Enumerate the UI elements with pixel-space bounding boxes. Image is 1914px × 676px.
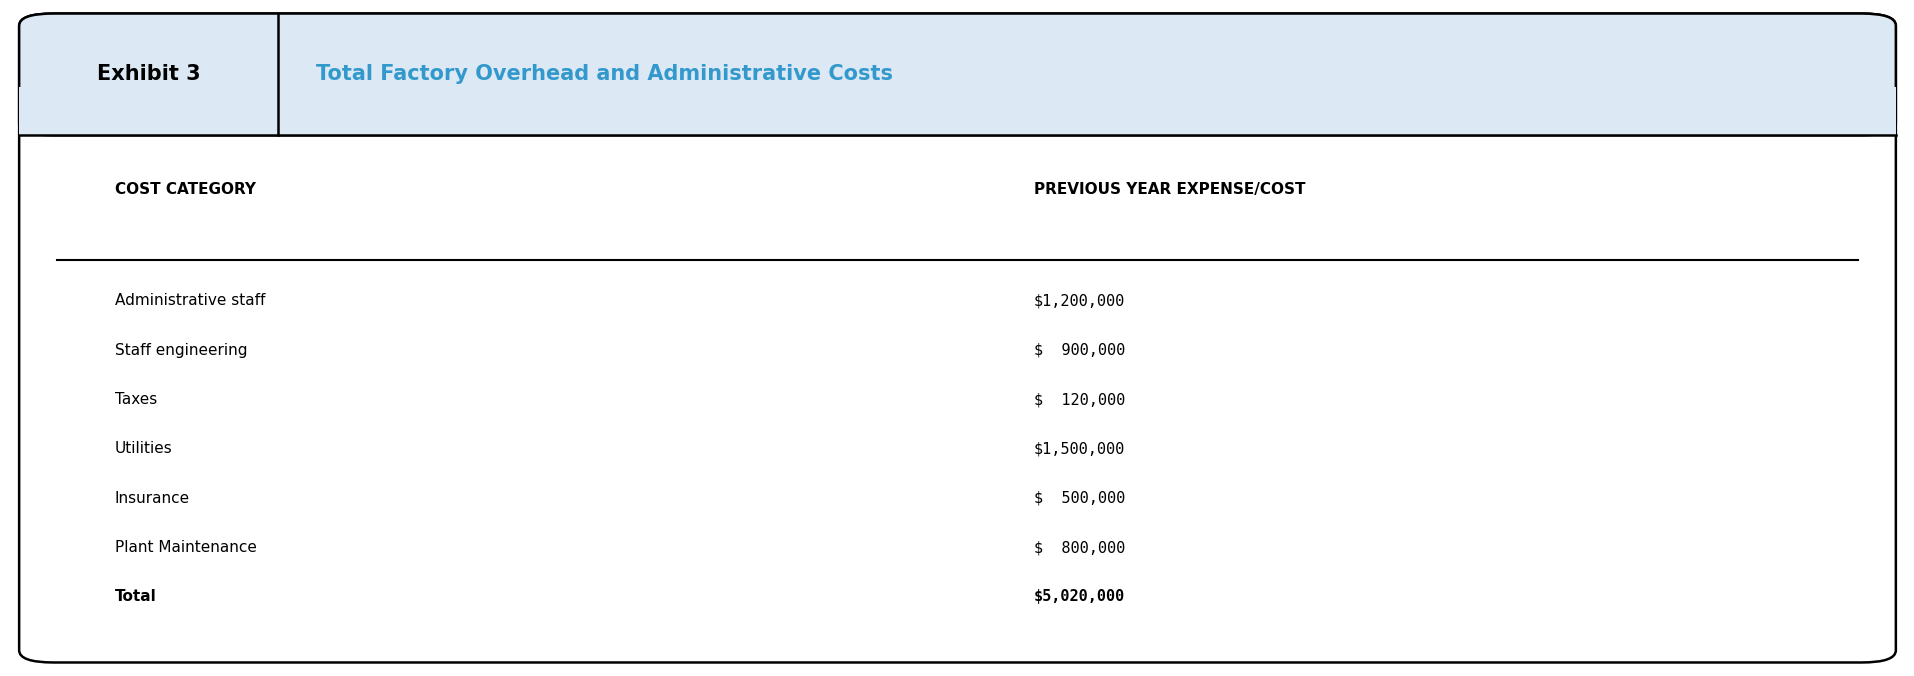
Text: $  800,000: $ 800,000 — [1034, 540, 1125, 555]
Text: COST CATEGORY: COST CATEGORY — [115, 182, 256, 197]
Text: Exhibit 3: Exhibit 3 — [96, 64, 201, 84]
Bar — [19, 87, 1895, 135]
Text: Plant Maintenance: Plant Maintenance — [115, 540, 256, 555]
Text: Staff engineering: Staff engineering — [115, 343, 247, 358]
Text: $  500,000: $ 500,000 — [1034, 491, 1125, 506]
Text: Administrative staff: Administrative staff — [115, 293, 266, 308]
Text: PREVIOUS YEAR EXPENSE/COST: PREVIOUS YEAR EXPENSE/COST — [1034, 182, 1305, 197]
Text: Total Factory Overhead and Administrative Costs: Total Factory Overhead and Administrativ… — [316, 64, 892, 84]
Text: Insurance: Insurance — [115, 491, 189, 506]
Text: $  120,000: $ 120,000 — [1034, 392, 1125, 407]
Text: Total: Total — [115, 589, 157, 604]
Text: Taxes: Taxes — [115, 392, 157, 407]
Text: $1,200,000: $1,200,000 — [1034, 293, 1125, 308]
Text: Utilities: Utilities — [115, 441, 172, 456]
FancyBboxPatch shape — [19, 14, 1895, 662]
Text: $  900,000: $ 900,000 — [1034, 343, 1125, 358]
FancyBboxPatch shape — [19, 14, 1895, 135]
Text: $1,500,000: $1,500,000 — [1034, 441, 1125, 456]
Text: $5,020,000: $5,020,000 — [1034, 589, 1125, 604]
